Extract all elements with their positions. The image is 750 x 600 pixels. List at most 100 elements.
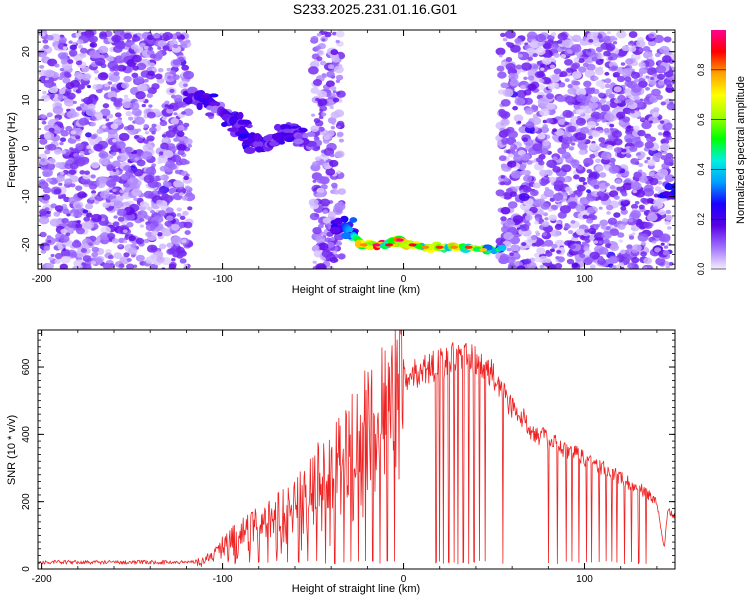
noise-blob: [47, 239, 52, 244]
noise-blob: [568, 201, 578, 209]
noise-blob: [46, 213, 52, 218]
noise-blob: [548, 264, 557, 269]
noise-blob: [540, 126, 550, 134]
noise-blob: [60, 112, 65, 116]
noise-blob: [552, 156, 558, 161]
noise-blob: [513, 114, 524, 122]
noise-blob: [516, 265, 526, 269]
noise-blob: [114, 112, 122, 118]
noise-blob: [87, 103, 96, 110]
noise-blob: [146, 34, 154, 41]
noise-blob: [540, 148, 549, 155]
noise-blob: [646, 136, 655, 143]
noise-blob: [179, 215, 186, 220]
noise-blob: [46, 112, 53, 118]
noise-blob: [127, 247, 138, 255]
noise-blob: [627, 256, 633, 261]
noise-blob: [79, 103, 85, 108]
noise-blob: [550, 229, 561, 237]
noise-blob: [168, 247, 177, 255]
noise-blob: [151, 123, 157, 128]
noise-blob: [561, 164, 572, 173]
noise-blob: [122, 101, 132, 109]
noise-blob: [89, 42, 98, 48]
noise-blob: [631, 84, 642, 93]
noise-blob: [181, 239, 187, 244]
noise-blob: [166, 108, 174, 114]
noise-blob: [39, 231, 47, 238]
noise-blob: [521, 242, 527, 247]
noise-blob: [548, 214, 558, 222]
noise-blob: [72, 147, 79, 153]
noise-blob: [44, 133, 52, 139]
noise-blob: [335, 39, 340, 44]
noise-blob: [582, 181, 588, 186]
colorbar-ticks: 0.0 0.2 0.4 0.6 0.8: [696, 64, 726, 275]
noise-blob: [578, 58, 585, 64]
noise-blob: [570, 63, 579, 71]
colorbar-tick-label: 0.8: [696, 64, 706, 77]
noise-blob: [184, 185, 191, 190]
noise-blob: [648, 171, 655, 177]
noise-blob: [524, 214, 533, 221]
noise-blob: [131, 254, 136, 258]
noise-blob: [638, 204, 645, 210]
noise-blob: [326, 71, 335, 78]
noise-blob: [90, 174, 96, 179]
noise-blob: [637, 233, 649, 242]
noise-blob: [653, 206, 658, 210]
noise-blob: [173, 94, 183, 102]
noise-blob: [614, 195, 620, 200]
noise-blob: [325, 168, 336, 176]
noise-blob: [181, 196, 188, 201]
noise-blob: [149, 126, 157, 133]
noise-blob: [653, 199, 661, 205]
noise-blob: [77, 44, 84, 49]
noise-blob: [131, 54, 142, 63]
noise-blob: [162, 137, 169, 143]
noise-blob: [552, 128, 558, 133]
spectrogram-x-axis: -200 -100 0 100: [32, 30, 658, 285]
noise-blob: [601, 118, 607, 123]
noise-blob: [637, 129, 646, 137]
noise-blob: [538, 169, 548, 177]
noise-blob: [654, 186, 662, 192]
noise-blob: [102, 202, 110, 208]
noise-blob: [550, 205, 557, 210]
noise-blob: [616, 111, 626, 119]
noise-blob: [83, 96, 93, 105]
noise-blob: [60, 130, 69, 137]
noise-blob: [162, 194, 174, 203]
noise-blob: [182, 210, 189, 216]
noise-blob: [535, 217, 540, 222]
noise-blob: [327, 64, 335, 70]
noise-blob: [118, 237, 126, 244]
noise-blob: [166, 242, 174, 248]
noise-blob: [319, 198, 331, 207]
noise-blob: [135, 237, 145, 245]
noise-blob: [648, 33, 655, 38]
noise-blob: [175, 170, 181, 175]
signal-blob: [262, 135, 273, 142]
noise-blob: [57, 52, 67, 60]
noise-blob: [556, 220, 562, 225]
noise-blob: [112, 221, 120, 227]
signal-peak: [450, 245, 459, 249]
noise-blob: [638, 47, 645, 53]
noise-blob: [43, 44, 50, 50]
noise-blob: [590, 214, 598, 221]
noise-blob: [151, 230, 158, 236]
noise-blob: [590, 96, 599, 103]
noise-blob: [164, 181, 172, 188]
signal-blob: [221, 121, 228, 128]
noise-blob: [498, 155, 507, 162]
noise-blob: [98, 157, 109, 165]
noise-blob: [605, 43, 616, 51]
noise-blob: [554, 223, 563, 230]
noise-blob: [655, 257, 666, 266]
noise-blob: [323, 135, 331, 141]
noise-blob: [161, 228, 172, 237]
signal-blob: [297, 127, 308, 133]
noise-blob: [631, 257, 640, 264]
